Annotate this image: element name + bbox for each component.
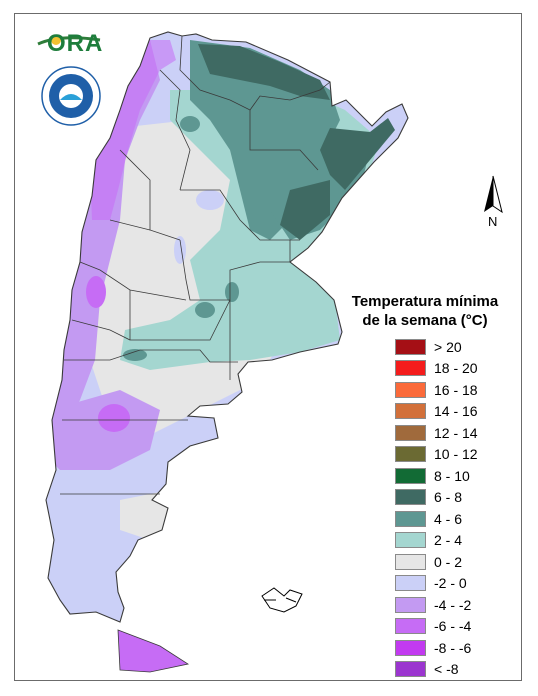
legend-label: 10 - 12 <box>434 446 478 463</box>
zone-4-6-spot <box>195 302 215 318</box>
legend-swatch <box>395 532 426 549</box>
legend-label: 6 - 8 <box>434 489 463 506</box>
malvinas-islands <box>261 587 303 613</box>
zone-minus6-minus4-spot <box>86 276 106 308</box>
legend-swatch <box>395 446 426 463</box>
zone-4-6-spot <box>123 349 147 361</box>
zone-6-8-misiones <box>320 118 395 190</box>
zone-4-6-spot <box>225 282 239 302</box>
legend-label: -4 - -2 <box>434 596 472 613</box>
legend-item: -4 - -2 <box>395 594 520 616</box>
legend-label: > 20 <box>434 338 462 355</box>
legend-swatch <box>395 510 426 527</box>
north-arrow-icon <box>484 175 503 214</box>
legend-item: -6 - -4 <box>395 616 520 638</box>
north-label: N <box>488 214 498 229</box>
zone-minus2-0-spot <box>196 190 224 210</box>
legend-swatch <box>395 553 426 570</box>
legend-item: 14 - 16 <box>395 401 520 423</box>
legend-swatch <box>395 424 426 441</box>
legend-label: -6 - -4 <box>434 618 472 635</box>
legend-label: -8 - -6 <box>434 639 472 656</box>
legend-item: > 20 <box>395 336 520 358</box>
legend-swatch <box>395 618 426 635</box>
legend-item: 16 - 18 <box>395 379 520 401</box>
legend-item: 10 - 12 <box>395 444 520 466</box>
legend-label: 2 - 4 <box>434 532 463 549</box>
legend-label: 18 - 20 <box>434 360 478 377</box>
legend-item: 4 - 6 <box>395 508 520 530</box>
legend-label: 14 - 16 <box>434 403 478 420</box>
legend-swatch <box>395 338 426 355</box>
legend-label: 4 - 6 <box>434 510 463 527</box>
legend-list: > 20 18 - 20 16 - 18 14 - 16 12 - 14 10 - 12 8… <box>395 336 520 680</box>
legend: Temperatura mínima de la semana (°C) > 2… <box>340 292 520 680</box>
temperature-zones <box>46 40 395 540</box>
legend-item: 12 - 14 <box>395 422 520 444</box>
legend-label: 8 - 10 <box>434 467 470 484</box>
legend-swatch <box>395 489 426 506</box>
ora-logo-icon <box>37 35 101 46</box>
legend-swatch <box>395 360 426 377</box>
legend-swatch <box>395 467 426 484</box>
smn-seal-icon <box>41 66 101 126</box>
legend-item: < -8 <box>395 659 520 681</box>
legend-swatch <box>395 381 426 398</box>
zone-minus2-0-spot <box>174 236 186 264</box>
legend-item: 2 - 4 <box>395 530 520 552</box>
ora-logo-text: ORA <box>47 30 104 57</box>
legend-swatch <box>395 661 426 678</box>
legend-label: 12 - 14 <box>434 424 478 441</box>
legend-swatch <box>395 403 426 420</box>
legend-label: 16 - 18 <box>434 381 478 398</box>
legend-swatch <box>395 639 426 656</box>
legend-item: 8 - 10 <box>395 465 520 487</box>
legend-swatch <box>395 575 426 592</box>
legend-item: 6 - 8 <box>395 487 520 509</box>
legend-title: Temperatura mínima de la semana (°C) <box>340 292 510 330</box>
legend-item: 0 - 2 <box>395 551 520 573</box>
legend-item: -2 - 0 <box>395 573 520 595</box>
legend-item: 18 - 20 <box>395 358 520 380</box>
legend-title-line1: Temperatura mínima <box>351 293 499 310</box>
legend-title-line2: de la semana (°C) <box>362 312 488 329</box>
zone-6-8-litoral <box>280 180 330 240</box>
tierra-del-fuego <box>117 629 190 673</box>
legend-label: -2 - 0 <box>434 575 467 592</box>
zone-minus4-minus2-patagonia <box>46 390 160 470</box>
province-borders <box>60 35 331 495</box>
legend-label: 0 - 2 <box>434 553 463 570</box>
legend-swatch <box>395 596 426 613</box>
legend-item: -8 - -6 <box>395 637 520 659</box>
zone-6-8-north <box>198 44 330 100</box>
malvinas-detail <box>264 597 297 603</box>
legend-label: < -8 <box>434 661 459 678</box>
zone-4-6-spot <box>180 116 200 132</box>
zone-minus6-minus4-patagonia <box>98 404 130 432</box>
